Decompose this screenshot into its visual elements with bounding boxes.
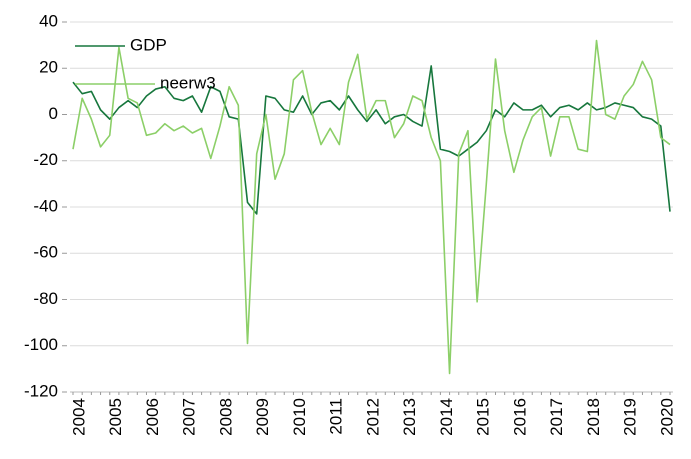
y-tick-label: -120: [24, 381, 58, 400]
x-tick-label: 2014: [437, 398, 456, 436]
y-tick-label: -40: [33, 196, 58, 215]
x-tick-label: 2006: [143, 398, 162, 436]
x-tick-label: 2007: [180, 398, 199, 436]
y-tick-label: -20: [33, 150, 58, 169]
x-tick-label: 2008: [216, 398, 235, 436]
x-tick-label: 2015: [474, 398, 493, 436]
y-tick-label: -80: [33, 289, 58, 308]
x-tick-label: 2011: [327, 398, 346, 435]
x-tick-label: 2010: [290, 398, 309, 436]
y-tick-label: 0: [49, 104, 58, 123]
y-tick-label: -60: [33, 243, 58, 262]
x-tick-label: 2013: [400, 398, 419, 436]
legend-label: GDP: [130, 35, 167, 54]
x-tick-label: 2004: [69, 398, 88, 436]
y-tick-label: 40: [39, 11, 58, 30]
y-tick-label: -100: [24, 335, 58, 354]
x-tick-label: 2019: [621, 398, 640, 436]
x-tick-label: 2016: [510, 398, 529, 436]
y-tick-label: 20: [39, 58, 58, 77]
series-line: [72, 39, 671, 375]
x-tick-label: 2020: [657, 398, 676, 436]
series-line: [72, 65, 671, 215]
legend-label: neerw3: [160, 73, 216, 92]
x-tick-label: 2018: [584, 398, 603, 436]
x-tick-label: 2017: [547, 398, 566, 436]
x-tick-label: 2009: [253, 398, 272, 436]
x-tick-label: 2005: [106, 398, 125, 436]
x-tick-label: 2012: [363, 398, 382, 436]
